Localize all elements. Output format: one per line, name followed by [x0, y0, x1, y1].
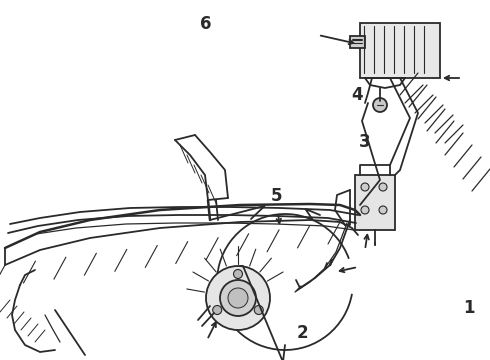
- Circle shape: [254, 306, 263, 315]
- Circle shape: [220, 280, 256, 316]
- Circle shape: [361, 206, 369, 214]
- Text: 3: 3: [359, 133, 371, 151]
- Circle shape: [234, 270, 243, 279]
- Text: 5: 5: [271, 187, 283, 205]
- Circle shape: [228, 288, 248, 308]
- Circle shape: [206, 266, 270, 330]
- Circle shape: [379, 183, 387, 191]
- Circle shape: [373, 98, 387, 112]
- Text: 6: 6: [200, 15, 212, 33]
- Bar: [350, 36, 365, 48]
- Circle shape: [361, 183, 369, 191]
- Bar: [355, 175, 395, 230]
- Bar: [360, 23, 440, 78]
- Text: 1: 1: [464, 299, 475, 317]
- Circle shape: [213, 306, 221, 315]
- Circle shape: [379, 206, 387, 214]
- Text: 2: 2: [297, 324, 309, 342]
- Text: 4: 4: [351, 86, 363, 104]
